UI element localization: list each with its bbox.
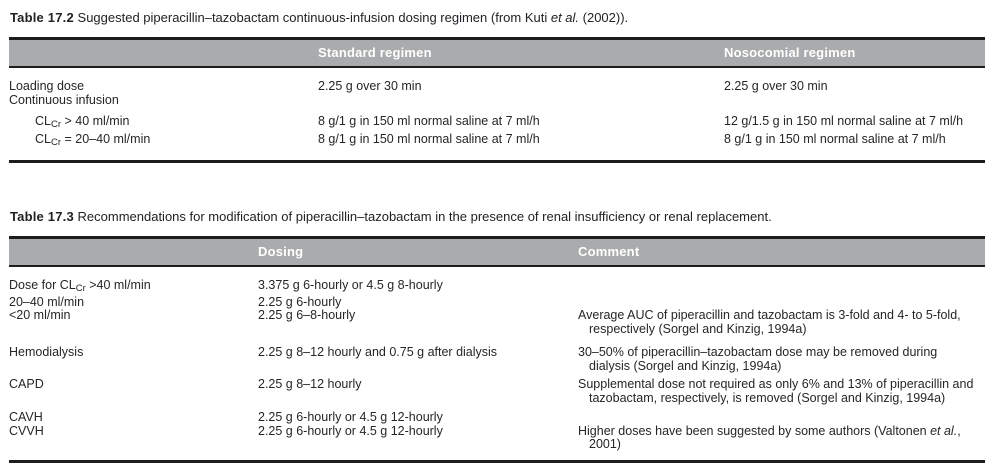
cell-dosing: 2.25 g 6-hourly or 4.5 g 12-hourly: [258, 410, 443, 424]
table-17-3-caption-number: Table 17.3: [10, 209, 74, 224]
table-17-3-caption: Table 17.3 Recommendations for modificat…: [10, 209, 985, 224]
table-17-3-caption-text: Recommendations for modification of pipe…: [73, 209, 772, 224]
table-row: 20–40 ml/min 2.25 g 6-hourly: [9, 294, 985, 310]
table-17-2-caption: Table 17.2 Suggested piperacillin–tazoba…: [10, 10, 985, 25]
table-row: CAVH 2.25 g 6-hourly or 4.5 g 12-hourly: [9, 405, 985, 425]
cell-standard: [318, 93, 724, 107]
cell-label: CAPD: [9, 377, 44, 391]
comment-text: 30–50% of piperacillin–tazobactam dose m…: [578, 345, 938, 373]
table-17-2-caption-suffix: (2002)).: [579, 10, 629, 25]
table-row: Loading dose 2.25 g over 30 min 2.25 g o…: [9, 67, 985, 93]
cell-nosocomial: 8 g/1 g in 150 ml normal saline at 7 ml/…: [724, 132, 946, 146]
cell-label: Loading dose: [9, 79, 85, 93]
cell-dosing: 2.25 g 8–12 hourly: [258, 377, 362, 391]
cell-label: Hemodialysis: [9, 345, 84, 359]
table-17-3-header-comment: Comment: [578, 237, 985, 267]
table-row: CLCr > 40 ml/min 8 g/1 g in 150 ml norma…: [9, 107, 985, 132]
cell-comment: 30–50% of piperacillin–tazobactam dose m…: [578, 336, 985, 373]
table-17-2-header-nosocomial: Nosocomial regimen: [724, 38, 985, 68]
cell-dosing: 2.25 g 6-hourly or 4.5 g 12-hourly: [258, 423, 443, 438]
clcr-suffix: > 40 ml/min: [61, 114, 130, 128]
cell-label: CVVH: [9, 423, 44, 438]
cell-label: CLCr > 40 ml/min: [9, 107, 318, 132]
table-row: <20 ml/min 2.25 g 6–8-hourly Average AUC…: [9, 308, 985, 336]
table-17-3-header-row: Dosing Comment: [9, 237, 985, 267]
table-17-2-header-row: Standard regimen Nosocomial regimen: [9, 38, 985, 68]
table-row: Dose for CLCr >40 ml/min 3.375 g 6-hourl…: [9, 266, 985, 296]
clcr-suffix: = 20–40 ml/min: [61, 132, 151, 146]
cell-comment: Average AUC of piperacillin and tazobact…: [578, 308, 985, 336]
table-row: Continuous infusion: [9, 93, 985, 107]
cell-dosing: 2.25 g 6–8-hourly: [258, 308, 356, 322]
table-17-3: Dosing Comment Dose for CLCr >40 ml/min …: [9, 236, 985, 463]
table-17-2-header-standard: Standard regimen: [318, 38, 724, 68]
table-17-2-caption-etal: et al.: [550, 10, 580, 25]
cell-standard: 8 g/1 g in 150 ml normal saline at 7 ml/…: [318, 132, 540, 146]
cell-label: Dose for CLCr >40 ml/min: [9, 266, 258, 296]
comment-etal: et al.: [930, 423, 958, 438]
cell-label: Continuous infusion: [9, 93, 119, 107]
table-row: CLCr = 20–40 ml/min 8 g/1 g in 150 ml no…: [9, 132, 985, 162]
cell-nosocomial: [724, 93, 985, 107]
table-17-2-caption-number: Table 17.2: [10, 10, 74, 25]
cell-comment: Supplemental dose not required as only 6…: [578, 373, 985, 405]
cell-label: CAVH: [9, 410, 43, 424]
cell-label: 20–40 ml/min: [9, 294, 85, 309]
clcr-prefix: CL: [35, 132, 51, 146]
cell-nosocomial: 2.25 g over 30 min: [724, 79, 828, 93]
cell-label: <20 ml/min: [9, 308, 71, 322]
cell-nosocomial: 12 g/1.5 g in 150 ml normal saline at 7 …: [724, 114, 964, 128]
table-row: CAPD 2.25 g 8–12 hourly Supplemental dos…: [9, 373, 985, 405]
comment-text: Supplemental dose not required as only 6…: [578, 377, 974, 405]
table-17-2: Standard regimen Nosocomial regimen Load…: [9, 37, 985, 163]
cell-comment: [578, 266, 985, 296]
clcr-suffix: >40 ml/min: [85, 278, 151, 292]
clcr-prefix: Dose for CL: [9, 278, 76, 292]
comment-text: Average AUC of piperacillin and tazobact…: [578, 308, 961, 336]
table-row: Hemodialysis 2.25 g 8–12 hourly and 0.75…: [9, 336, 985, 373]
cell-comment: [578, 405, 985, 425]
comment-prefix: Higher doses have been suggested by some…: [578, 423, 931, 438]
table-17-2-caption-text: Suggested piperacillin–tazobactam contin…: [73, 10, 551, 25]
clcr-subscript: Cr: [75, 283, 86, 294]
clcr-prefix: CL: [35, 114, 51, 128]
cell-label: CLCr = 20–40 ml/min: [9, 132, 318, 162]
clcr-subscript: Cr: [50, 119, 62, 130]
cell-dosing: 2.25 g 6-hourly: [258, 294, 342, 309]
table-17-2-header-blank: [9, 38, 318, 68]
cell-dosing: 2.25 g 8–12 hourly and 0.75 g after dial…: [258, 345, 498, 359]
comment-suffix: , 2001): [589, 423, 961, 451]
table-17-3-header-blank: [9, 237, 258, 267]
comment-text: Higher doses have been suggested by some…: [578, 423, 981, 452]
table-17-3-header-dosing: Dosing: [258, 237, 578, 267]
cell-dosing: 3.375 g 6-hourly or 4.5 g 8-hourly: [258, 278, 443, 292]
clcr-subscript: Cr: [50, 137, 62, 148]
cell-comment: Higher doses have been suggested by some…: [578, 423, 985, 462]
cell-standard: 2.25 g over 30 min: [318, 79, 422, 93]
table-row: CVVH 2.25 g 6-hourly or 4.5 g 12-hourly …: [9, 423, 985, 462]
cell-comment: [578, 296, 985, 310]
cell-standard: 8 g/1 g in 150 ml normal saline at 7 ml/…: [318, 114, 540, 128]
